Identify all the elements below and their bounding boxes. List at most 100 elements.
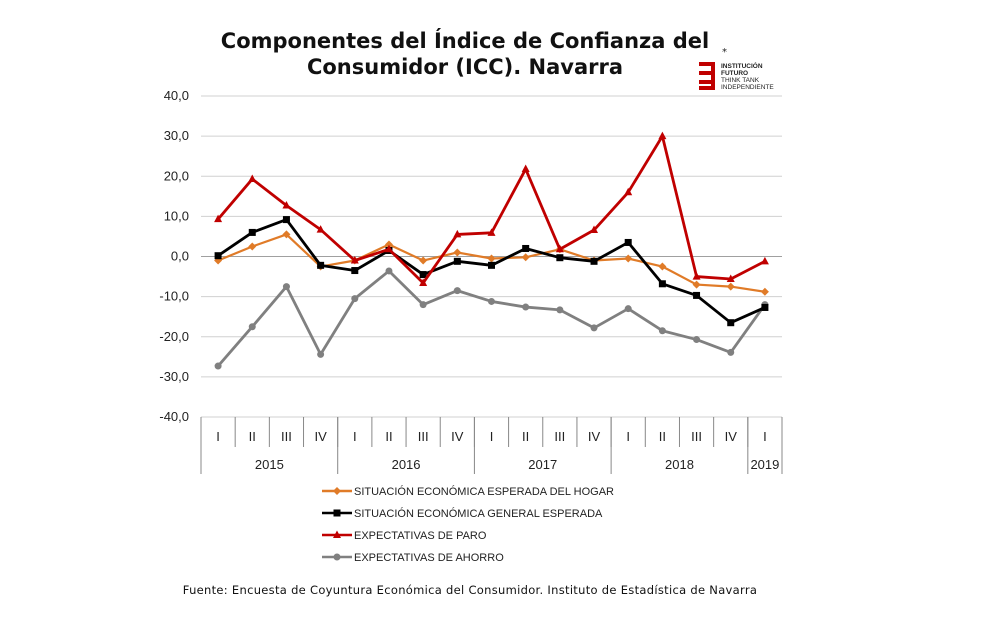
data-point (488, 261, 495, 269)
data-point (692, 280, 701, 289)
data-point (316, 225, 325, 233)
data-point (658, 131, 667, 140)
quarter-label: I (216, 429, 220, 444)
data-point (727, 348, 735, 356)
data-point (453, 229, 462, 238)
data-point (624, 238, 632, 246)
data-point (419, 256, 428, 265)
data-point (658, 327, 666, 335)
data-point (351, 267, 359, 275)
y-tick-label: -30,0 (159, 369, 189, 384)
legend-label: EXPECTATIVAS DE PARO (354, 530, 487, 542)
data-point (692, 272, 701, 280)
chart-title-line2: Consumidor (ICC). Navarra (307, 55, 623, 79)
source-note: Fuente: Encuesta de Coyuntura Económica … (183, 583, 757, 597)
legend-label: SITUACIÓN ECONÓMICA ESPERADA DEL HOGAR (354, 485, 614, 498)
series-3 (214, 267, 769, 370)
institucion-futuro-logo: * INSTITUCIÓN FUTURO THINK TANK INDEPEND… (699, 47, 774, 91)
data-point (282, 230, 291, 239)
year-label: 2019 (750, 457, 779, 472)
legend-label: SITUACIÓN ECONÓMICA GENERAL ESPERADA (354, 507, 603, 520)
quarter-label: I (626, 429, 630, 444)
data-point (624, 254, 633, 263)
chart-title-line1: Componentes del Índice de Confianza del (221, 28, 709, 53)
legend-item: SITUACIÓN ECONÓMICA GENERAL ESPERADA (322, 507, 603, 520)
data-point (317, 261, 325, 269)
data-point (658, 280, 666, 288)
quarter-label: IV (725, 429, 738, 444)
year-label: 2015 (255, 457, 284, 472)
data-point (760, 256, 769, 265)
data-point (351, 295, 359, 303)
data-point (658, 262, 667, 271)
year-label: 2018 (665, 457, 694, 472)
y-tick-label: 0,0 (171, 249, 189, 264)
legend: SITUACIÓN ECONÓMICA ESPERADA DEL HOGAR SI… (322, 485, 614, 564)
data-point (384, 240, 393, 249)
data-point (333, 553, 341, 561)
data-point (693, 291, 701, 299)
quarter-label: IV (588, 429, 601, 444)
logo-line-1: INSTITUCIÓN (721, 61, 763, 70)
data-point (248, 323, 256, 331)
legend-item: SITUACIÓN ECONÓMICA ESPERADA DEL HOGAR (322, 485, 614, 498)
data-point (333, 509, 341, 517)
data-point (590, 324, 598, 332)
year-label: 2017 (528, 457, 557, 472)
data-point (350, 256, 359, 264)
data-point (555, 244, 564, 253)
quarter-label: I (490, 429, 494, 444)
quarter-label: II (249, 429, 256, 444)
quarter-label: III (691, 429, 702, 444)
data-point (419, 278, 428, 286)
data-point (214, 362, 222, 370)
data-point (453, 287, 461, 295)
data-point (487, 254, 496, 263)
data-point (214, 252, 222, 260)
data-point (727, 319, 735, 327)
svg-text:*: * (722, 47, 727, 58)
data-point (384, 244, 393, 253)
data-point (214, 214, 223, 223)
data-point (761, 303, 769, 311)
data-point (521, 164, 530, 173)
year-label: 2016 (392, 457, 421, 472)
data-point (522, 303, 530, 311)
data-series (214, 131, 769, 370)
quarter-label: I (353, 429, 357, 444)
data-point (556, 254, 564, 262)
data-point (282, 283, 290, 291)
logo-line-4: INDEPENDIENTE (721, 84, 774, 91)
quarter-label: IV (451, 429, 464, 444)
data-point (624, 187, 633, 196)
data-point (624, 305, 632, 313)
data-point (760, 287, 769, 296)
y-tick-label: 20,0 (164, 168, 189, 183)
data-point (385, 267, 393, 275)
y-tick-label: 30,0 (164, 128, 189, 143)
data-point (726, 274, 735, 282)
series-line (217, 269, 767, 367)
y-tick-label: 10,0 (164, 208, 189, 223)
data-point (556, 306, 564, 314)
legend-label: EXPECTATIVAS DE AHORRO (354, 552, 504, 564)
y-axis-tick-labels: 40,0 30,0 20,0 10,0 0,0 -10,0 -20,0 -30,0 -40,0 (159, 88, 189, 424)
quarter-label: III (554, 429, 565, 444)
logo-line-3: THINK TANK (721, 77, 760, 84)
data-point (590, 225, 599, 234)
data-point (282, 216, 290, 224)
data-point (419, 301, 427, 309)
quarter-label: III (281, 429, 292, 444)
data-point (317, 350, 325, 358)
quarter-label: I (763, 429, 767, 444)
y-tick-label: 40,0 (164, 88, 189, 103)
data-point (693, 336, 701, 344)
series-2 (214, 131, 769, 286)
legend-item: EXPECTATIVAS DE PARO (322, 530, 487, 542)
data-point (248, 228, 256, 236)
data-point (521, 253, 530, 262)
data-point (419, 271, 427, 279)
data-point (487, 228, 496, 236)
